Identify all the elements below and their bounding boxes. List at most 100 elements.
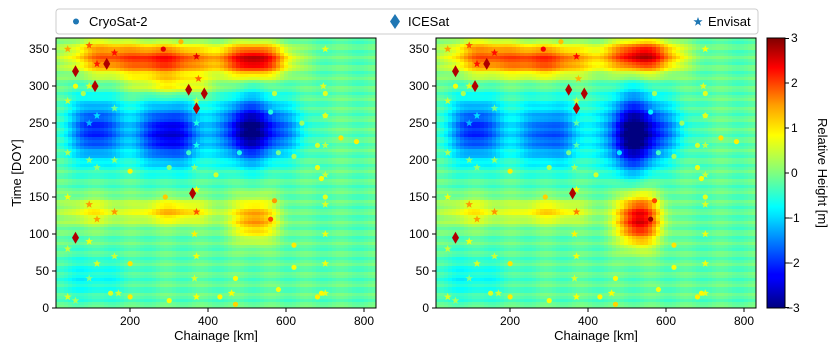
heatmap-cell [108,98,113,102]
heatmap-cell [208,137,213,141]
heatmap-cell [200,215,205,219]
heatmap-cell [168,278,173,282]
heatmap-cell [112,248,117,252]
heatmap-cell [188,44,193,48]
heatmap-cell [160,167,165,171]
heatmap-cell [228,245,233,249]
heatmap-cell [68,275,73,279]
heatmap-cell [136,152,141,156]
heatmap-cell [160,86,165,90]
heatmap-cell [56,158,61,162]
heatmap-cell [156,59,161,63]
heatmap-cell [260,77,265,81]
heatmap-cell [56,140,61,144]
heatmap-cell [208,239,213,243]
heatmap-cell [84,176,89,180]
heatmap-cell [224,293,229,297]
heatmap-cell [140,38,145,42]
heatmap-cell [144,170,149,174]
heatmap-cell [236,44,241,48]
heatmap-cell [92,254,97,258]
heatmap-cell [220,170,225,174]
heatmap-cell [184,68,189,72]
heatmap-cell [256,137,261,141]
heatmap-cell [152,281,157,285]
heatmap-cell [120,101,125,105]
heatmap-cell [156,188,161,192]
heatmap-cell [108,236,113,240]
heatmap-cell [60,167,65,171]
heatmap-cell [200,179,205,183]
heatmap-cell [216,83,221,87]
heatmap-cell [216,38,221,42]
heatmap-cell [236,101,241,105]
heatmap-cell [208,134,213,138]
heatmap-cell [108,239,113,243]
heatmap-cell [128,176,133,180]
heatmap-cell [176,296,181,300]
heatmap-cell [156,101,161,105]
heatmap-cell [180,176,185,180]
heatmap-cell [176,152,181,156]
heatmap-cell [184,53,189,57]
heatmap-cell [196,86,201,90]
heatmap-cell [120,113,125,117]
heatmap-cell [72,164,77,168]
heatmap-cell [128,137,133,141]
heatmap-cell [164,155,169,159]
heatmap-cell [240,128,245,132]
heatmap-cell [216,113,221,117]
heatmap-cell [120,182,125,186]
heatmap-cell [216,284,221,288]
heatmap-cell [64,38,69,42]
heatmap-cell [200,278,205,282]
heatmap-cell [88,68,93,72]
heatmap-cell [196,218,201,222]
heatmap-cell [112,149,117,153]
heatmap-cell [224,287,229,291]
heatmap-cell [232,233,237,237]
heatmap-cell [124,293,129,297]
heatmap-cell [140,122,145,126]
heatmap-cell [236,80,241,84]
heatmap-cell [216,44,221,48]
heatmap-cell [224,152,229,156]
heatmap-cell [128,50,133,54]
heatmap-cell [172,170,177,174]
heatmap-cell [248,95,253,99]
heatmap-cell [192,131,197,135]
heatmap-cell [88,71,93,75]
heatmap-cell [220,53,225,57]
heatmap-cell [220,230,225,234]
heatmap-cell [68,71,73,75]
heatmap-cell [88,212,93,216]
heatmap-cell [140,269,145,273]
heatmap-cell [136,53,141,57]
heatmap-cell [188,197,193,201]
heatmap-cell [56,230,61,234]
heatmap-cell [156,113,161,117]
heatmap-cell [84,164,89,168]
heatmap-cell [120,53,125,57]
heatmap-cell [176,47,181,51]
heatmap-cell [116,86,121,90]
heatmap-cell [220,134,225,138]
heatmap-cell [240,197,245,201]
heatmap-cell [216,290,221,294]
heatmap-cell [72,284,77,288]
heatmap-cell [192,83,197,87]
heatmap-cell [252,245,257,249]
heatmap-cell [168,173,173,177]
heatmap-cell [60,236,65,240]
heatmap-cell [100,215,105,219]
heatmap-cell [232,134,237,138]
heatmap-cell [216,116,221,120]
heatmap-cell [120,296,125,300]
heatmap-cell [100,74,105,78]
heatmap-cell [64,200,69,204]
heatmap-cell [196,293,201,297]
heatmap-cell [104,77,109,81]
heatmap-cell [72,194,77,198]
heatmap-cell [152,305,157,308]
heatmap-cell [56,173,61,177]
